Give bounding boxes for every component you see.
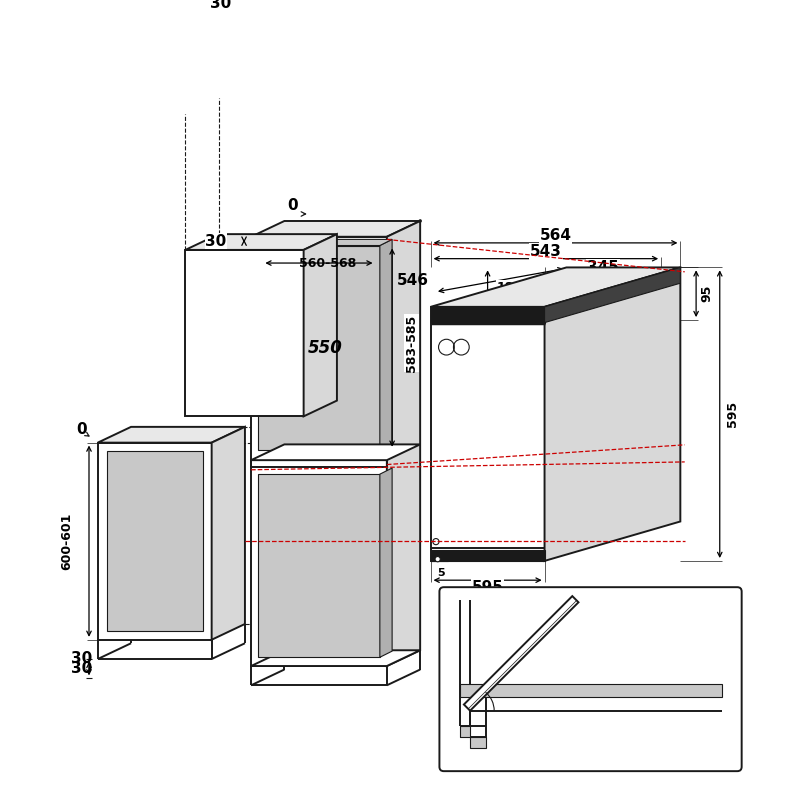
Circle shape	[433, 538, 439, 545]
Polygon shape	[186, 250, 304, 416]
Text: 30: 30	[206, 234, 226, 249]
Polygon shape	[464, 596, 578, 710]
Text: 595: 595	[472, 580, 503, 594]
Text: 95: 95	[700, 285, 713, 302]
Polygon shape	[430, 307, 545, 561]
Text: 550: 550	[308, 339, 343, 357]
FancyBboxPatch shape	[439, 587, 742, 771]
Polygon shape	[106, 451, 203, 631]
Text: 595: 595	[726, 401, 738, 427]
Text: 0: 0	[287, 198, 298, 213]
Polygon shape	[459, 683, 722, 697]
Polygon shape	[545, 267, 680, 561]
Polygon shape	[251, 444, 420, 460]
Text: 89°: 89°	[485, 674, 508, 686]
Text: 543: 543	[530, 244, 562, 259]
Polygon shape	[258, 474, 380, 658]
Polygon shape	[387, 221, 420, 666]
Text: 572: 572	[455, 415, 468, 442]
Text: 583-585: 583-585	[405, 314, 418, 372]
Text: 564: 564	[539, 228, 571, 243]
Text: 0: 0	[77, 422, 87, 437]
Polygon shape	[98, 442, 212, 640]
Circle shape	[435, 557, 440, 562]
Text: 600-601: 600-601	[61, 513, 74, 570]
Text: 5: 5	[438, 568, 445, 578]
Polygon shape	[430, 550, 545, 561]
Text: 30: 30	[71, 661, 93, 676]
Polygon shape	[258, 246, 380, 450]
Circle shape	[418, 219, 422, 222]
Polygon shape	[545, 267, 680, 322]
Polygon shape	[380, 468, 392, 658]
Text: 477: 477	[545, 602, 571, 615]
Polygon shape	[251, 237, 387, 666]
Polygon shape	[258, 239, 392, 246]
Text: 30: 30	[71, 650, 93, 666]
Text: 18: 18	[497, 281, 514, 294]
Text: 0: 0	[589, 690, 597, 700]
Polygon shape	[380, 239, 392, 450]
Text: 560-568: 560-568	[126, 607, 183, 620]
Text: 537: 537	[440, 423, 453, 450]
Text: 546: 546	[397, 273, 429, 288]
Polygon shape	[430, 267, 680, 307]
Polygon shape	[459, 726, 486, 747]
Polygon shape	[251, 650, 420, 666]
Polygon shape	[430, 307, 545, 322]
Text: 550: 550	[142, 533, 177, 550]
Polygon shape	[98, 427, 245, 442]
Text: 10: 10	[694, 686, 710, 695]
Polygon shape	[304, 234, 337, 416]
Polygon shape	[251, 221, 420, 237]
Text: 345: 345	[587, 260, 618, 275]
Polygon shape	[212, 427, 245, 640]
Text: 20: 20	[505, 589, 521, 599]
Text: 30: 30	[210, 0, 231, 11]
Polygon shape	[186, 234, 337, 250]
Text: 560-568: 560-568	[298, 257, 356, 270]
